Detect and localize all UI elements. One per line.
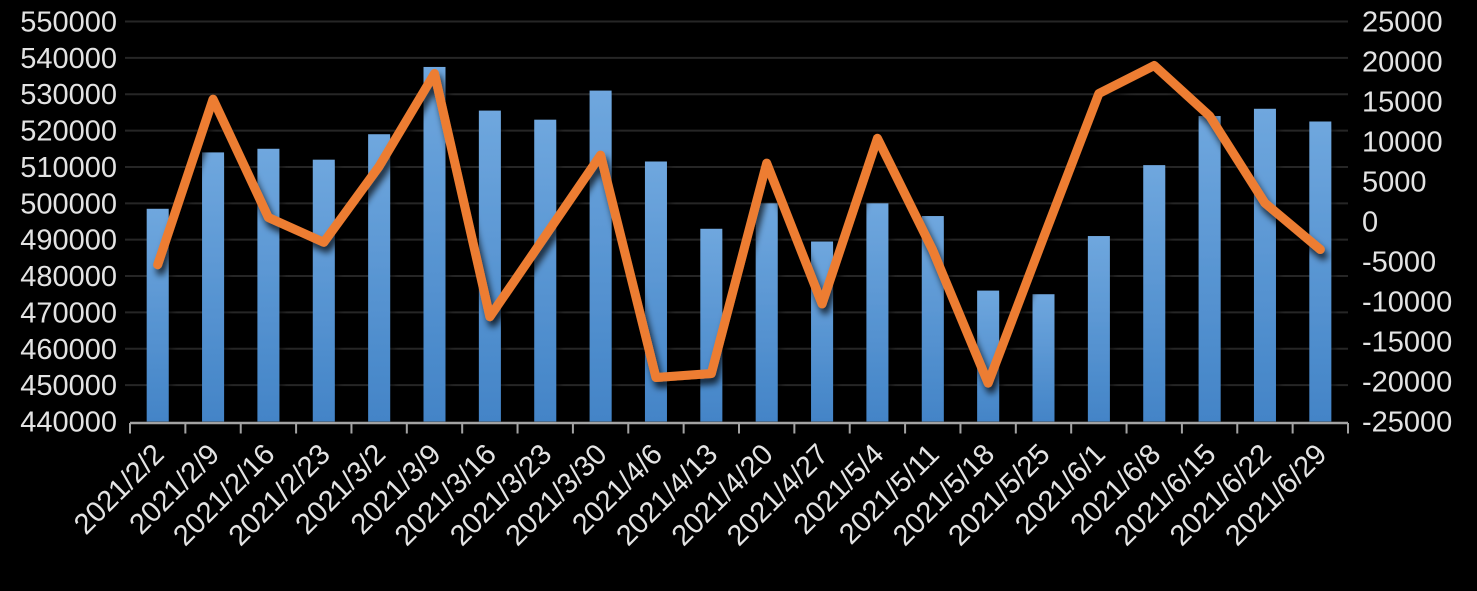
left-axis-tick-label: 500000	[20, 188, 117, 220]
left-axis-tick-label: 510000	[20, 152, 117, 184]
right-axis-tick-label: -20000	[1362, 367, 1452, 399]
bar	[202, 152, 225, 422]
left-axis-tick-label: 480000	[20, 261, 117, 293]
bar-series-group	[146, 66, 1332, 422]
left-axis-tick-label: 550000	[20, 7, 117, 39]
right-axis-tick-label: -10000	[1362, 287, 1452, 319]
right-axis-tick-label: 0	[1362, 207, 1378, 239]
bar	[534, 119, 557, 422]
line-series	[153, 61, 1325, 388]
right-axis-tick-label: -25000	[1362, 407, 1452, 439]
left-axis-tick-label: 530000	[20, 79, 117, 111]
right-axis-tick-label: -15000	[1362, 327, 1452, 359]
bar	[1309, 121, 1332, 422]
left-axis-tick-label: 470000	[20, 297, 117, 329]
bar	[478, 110, 501, 422]
bar	[423, 66, 446, 422]
right-axis-tick-label: 25000	[1362, 7, 1443, 39]
bar	[257, 148, 280, 422]
bar	[755, 203, 778, 422]
bar	[368, 134, 391, 422]
bar	[589, 90, 612, 422]
bar	[1253, 108, 1276, 422]
bar	[1198, 116, 1221, 422]
x-axis-group	[129, 421, 1349, 434]
right-axis-tick-label: 5000	[1362, 167, 1427, 199]
bar	[1143, 165, 1166, 422]
bar	[1032, 294, 1055, 422]
left-axis-tick-label: 540000	[20, 43, 117, 75]
line-series-group	[153, 61, 1325, 388]
left-axis-tick-label: 450000	[20, 370, 117, 402]
left-axis-tick-label: 440000	[20, 407, 117, 439]
left-axis-tick-label: 520000	[20, 116, 117, 148]
right-axis-tick-label: -5000	[1362, 247, 1436, 279]
right-axis-tick-label: 10000	[1362, 127, 1443, 159]
bar	[866, 203, 889, 422]
bar	[1087, 236, 1110, 422]
right-axis-tick-label: 20000	[1362, 47, 1443, 79]
left-axis-tick-label: 460000	[20, 334, 117, 366]
bar	[644, 161, 667, 422]
left-axis-tick-label: 490000	[20, 225, 117, 257]
bar	[700, 228, 723, 422]
right-axis-tick-label: 15000	[1362, 87, 1443, 119]
bar	[977, 290, 1000, 422]
bar	[312, 159, 335, 422]
